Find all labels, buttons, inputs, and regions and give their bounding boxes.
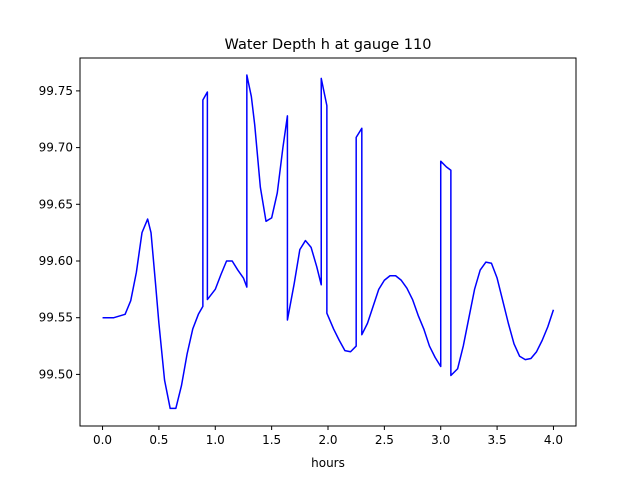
plot-area bbox=[102, 74, 555, 410]
x-tick-label: 4.0 bbox=[544, 433, 563, 447]
y-tick-label: 99.50 bbox=[39, 367, 73, 381]
y-tick-label: 99.75 bbox=[39, 84, 73, 98]
x-tick-label: 0.5 bbox=[149, 433, 168, 447]
x-tick-label: 1.5 bbox=[262, 433, 281, 447]
x-tick-label: 1.0 bbox=[206, 433, 225, 447]
plot-frame bbox=[79, 57, 577, 427]
chart-title: Water Depth h at gauge 110 bbox=[225, 37, 432, 53]
x-tick-label: 2.5 bbox=[375, 433, 394, 447]
x-tick-label: 3.5 bbox=[488, 433, 507, 447]
y-tick-label: 99.70 bbox=[39, 141, 73, 155]
series-line-0 bbox=[102, 74, 555, 410]
x-tick-label: 0.0 bbox=[93, 433, 112, 447]
y-tick-label: 99.55 bbox=[39, 311, 73, 325]
x-axis: 0.0 0.5 1.0 1.5 2.0 2.5 3.0 3.5 4.0 bbox=[93, 426, 563, 447]
x-axis-label: hours bbox=[311, 456, 345, 470]
y-axis: 99.50 99.55 99.60 99.65 99.70 99.75 bbox=[39, 84, 80, 381]
y-tick-label: 99.65 bbox=[39, 197, 73, 211]
x-tick-label: 3.0 bbox=[431, 433, 450, 447]
y-tick-label: 99.60 bbox=[39, 254, 73, 268]
x-tick-label: 2.0 bbox=[318, 433, 337, 447]
